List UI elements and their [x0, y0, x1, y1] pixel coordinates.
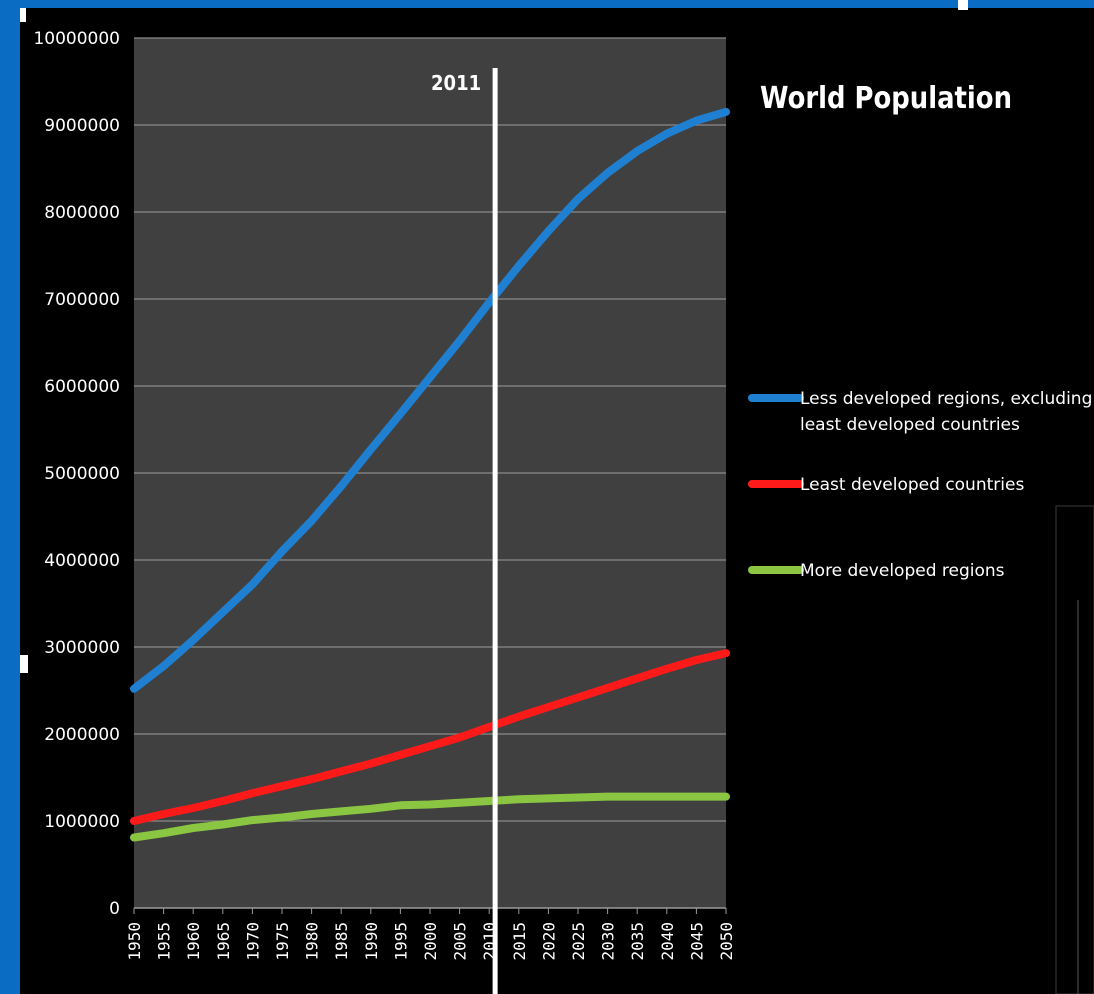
inset-panel [1055, 505, 1094, 994]
x-tick-label: 1950 [125, 922, 144, 961]
x-tick-label: 2045 [687, 922, 706, 961]
legend-label-line: Least developed countries [800, 475, 1024, 495]
series-line-0 [130, 107, 730, 693]
legend-label-line: least developed countries [800, 415, 1020, 435]
y-tick-label: 6000000 [44, 377, 120, 397]
x-tick-label: 2035 [628, 922, 647, 961]
y-tick-label: 4000000 [44, 551, 120, 571]
year-marker-label: 2011 [431, 71, 481, 95]
selection-handle-topleft [20, 8, 26, 22]
x-tick-label: 1970 [243, 922, 262, 961]
series-line-2 [130, 792, 730, 842]
selection-handle-left [20, 655, 28, 673]
x-tick-label: 2020 [539, 922, 558, 961]
x-tick-label: 2025 [569, 922, 588, 961]
legend-label-2: More developed regions [800, 561, 1005, 581]
y-tick-label: 1000000 [44, 812, 120, 832]
legend-label-1: Least developed countries [800, 475, 1024, 495]
y-axis: 0 1000000 2000000 3000000 4000000 5000000 6000… [33, 29, 120, 919]
x-tick-label: 2040 [658, 922, 677, 961]
y-tick-label: 9000000 [44, 116, 120, 136]
x-axis: 1950 1955 1960 1965 1970 1975 1980 1985 1990 1995… [125, 908, 736, 961]
x-tick-label: 1985 [332, 922, 351, 961]
legend-label-line: Less developed regions, excluding [800, 389, 1092, 409]
y-tick-label: 7000000 [44, 290, 120, 310]
y-tick-label: 10000000 [33, 29, 120, 49]
y-tick-label: 0 [109, 899, 120, 919]
x-tick-label: 1960 [184, 922, 203, 961]
selection-handle-top [958, 0, 968, 10]
y-tick-label: 2000000 [44, 725, 120, 745]
x-tick-label: 2015 [510, 922, 529, 961]
legend-label-0: Less developed regions, excluding least d… [800, 389, 1092, 435]
series-line-1 [130, 649, 730, 825]
y-tick-label: 5000000 [44, 464, 120, 484]
chart-title: World Population [760, 81, 1012, 116]
x-tick-label: 2000 [421, 922, 440, 961]
x-tick-label: 1965 [214, 922, 233, 961]
x-tick-label: 1995 [391, 922, 410, 961]
x-tick-label: 2050 [717, 922, 736, 961]
legend: Less developed regions, excluding least d… [748, 389, 1092, 581]
x-tick-label: 1955 [155, 922, 174, 961]
legend-label-line: More developed regions [800, 561, 1005, 581]
y-tick-label: 3000000 [44, 638, 120, 658]
y-tick-label: 8000000 [44, 203, 120, 223]
x-tick-label: 1980 [303, 922, 322, 961]
series-lines [130, 107, 730, 842]
inset-thumbnail [1055, 505, 1094, 994]
x-tick-label: 1990 [362, 922, 381, 961]
x-tick-label: 1975 [273, 922, 292, 961]
x-tick-label: 2005 [451, 922, 470, 961]
x-tick-label: 2030 [599, 922, 618, 961]
